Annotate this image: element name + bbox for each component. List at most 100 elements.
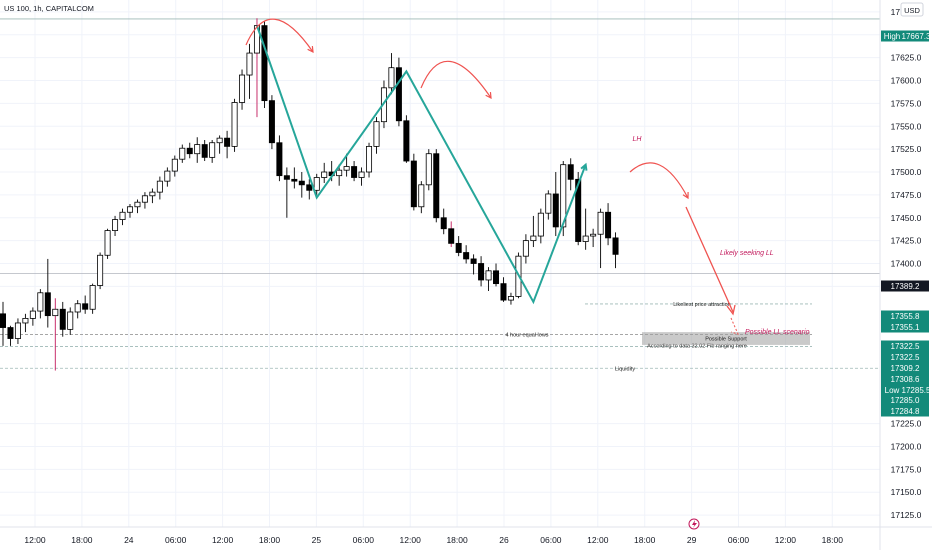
candle[interactable]: [201, 139, 208, 162]
candle[interactable]: [470, 254, 477, 275]
time-axis[interactable]: 12:00 18:00 24 06:00 12:00 18:00 25 06:00 12:00 1…: [24, 535, 843, 545]
candle-body: [224, 137, 231, 147]
candle[interactable]: [313, 173, 320, 195]
candle[interactable]: [74, 300, 81, 319]
candles[interactable]: [0, 18, 619, 371]
candle-body: [74, 303, 81, 313]
candle[interactable]: [343, 153, 350, 177]
candle[interactable]: [455, 236, 462, 257]
candle[interactable]: [44, 258, 51, 328]
candle[interactable]: [351, 161, 358, 182]
candle[interactable]: [156, 176, 163, 200]
candle[interactable]: [433, 149, 440, 223]
candle-body: [358, 171, 365, 178]
candle[interactable]: [171, 155, 178, 177]
candle-body: [403, 120, 410, 162]
event-lightning-icon[interactable]: [688, 518, 700, 530]
currency-button[interactable]: [900, 2, 924, 17]
candle[interactable]: [567, 158, 574, 191]
candle-body: [283, 175, 290, 180]
candle[interactable]: [545, 190, 552, 220]
candle[interactable]: [186, 142, 193, 159]
price-axis[interactable]: 17675.017650.017625.017600.017575.017550…: [891, 7, 922, 520]
candle[interactable]: [425, 149, 432, 191]
candle[interactable]: [149, 188, 156, 204]
y-tick-label: 17500.0: [891, 167, 922, 177]
candle-body: [507, 296, 514, 301]
candle[interactable]: [612, 232, 619, 269]
candle[interactable]: [403, 115, 410, 163]
candle-body: [194, 144, 201, 155]
price-tag-value: 17355.8: [891, 312, 920, 321]
projection-arrow-head: [726, 304, 736, 316]
candle[interactable]: [605, 203, 612, 246]
candle[interactable]: [112, 215, 119, 237]
candle[interactable]: [507, 292, 514, 305]
price-tag-value: 17355.1: [891, 323, 920, 332]
candle[interactable]: [373, 117, 380, 154]
candle[interactable]: [388, 53, 395, 95]
candle[interactable]: [366, 142, 373, 178]
price-tag-value: 17308.6: [891, 375, 920, 384]
candle[interactable]: [522, 234, 529, 264]
candle[interactable]: [37, 289, 44, 319]
candle[interactable]: [500, 277, 507, 302]
candle[interactable]: [7, 325, 14, 346]
candle-body: [575, 178, 582, 242]
candle[interactable]: [478, 256, 485, 287]
candle[interactable]: [268, 95, 275, 150]
candle[interactable]: [485, 267, 492, 291]
candle[interactable]: [463, 245, 470, 264]
candle[interactable]: [552, 172, 559, 237]
y-tick-label: 17600.0: [891, 76, 922, 86]
candle[interactable]: [126, 204, 133, 218]
candle[interactable]: [119, 208, 126, 226]
candle[interactable]: [104, 228, 111, 259]
x-tick-label: 18:00: [634, 535, 656, 545]
candle[interactable]: [97, 252, 104, 290]
candle[interactable]: [164, 167, 171, 187]
candle[interactable]: [246, 43, 253, 99]
candle[interactable]: [597, 208, 604, 269]
candle[interactable]: [134, 199, 141, 214]
candle[interactable]: [52, 298, 59, 371]
candle[interactable]: [493, 263, 500, 287]
candle[interactable]: [530, 215, 537, 248]
candle[interactable]: [22, 313, 29, 333]
candle[interactable]: [59, 301, 66, 337]
candle[interactable]: [448, 221, 455, 248]
candle[interactable]: [239, 69, 246, 110]
candle[interactable]: [209, 139, 216, 163]
candle[interactable]: [194, 137, 201, 163]
candle[interactable]: [224, 130, 231, 159]
candle[interactable]: [276, 135, 283, 182]
candle[interactable]: [418, 181, 425, 214]
candle[interactable]: [410, 153, 417, 211]
candle[interactable]: [336, 164, 343, 186]
candle[interactable]: [82, 295, 89, 314]
candle[interactable]: [306, 179, 313, 200]
candle[interactable]: [67, 307, 74, 335]
candle[interactable]: [358, 167, 365, 186]
candle[interactable]: [231, 98, 238, 152]
candle[interactable]: [283, 167, 290, 218]
candle-body: [134, 201, 141, 208]
candle[interactable]: [89, 283, 96, 314]
candle[interactable]: [537, 208, 544, 244]
candle[interactable]: [0, 301, 6, 346]
candle[interactable]: [582, 208, 589, 250]
candle[interactable]: [298, 172, 305, 198]
candle[interactable]: [395, 57, 402, 127]
candle[interactable]: [440, 208, 447, 235]
candle[interactable]: [29, 307, 36, 326]
candle[interactable]: [261, 21, 268, 108]
candle[interactable]: [216, 135, 223, 154]
candle[interactable]: [590, 228, 597, 248]
candle[interactable]: [141, 192, 148, 209]
y-tick-label: 17450.0: [891, 213, 922, 223]
candle[interactable]: [179, 144, 186, 163]
candle[interactable]: [321, 162, 328, 183]
candle[interactable]: [291, 167, 298, 189]
candle[interactable]: [14, 318, 21, 345]
